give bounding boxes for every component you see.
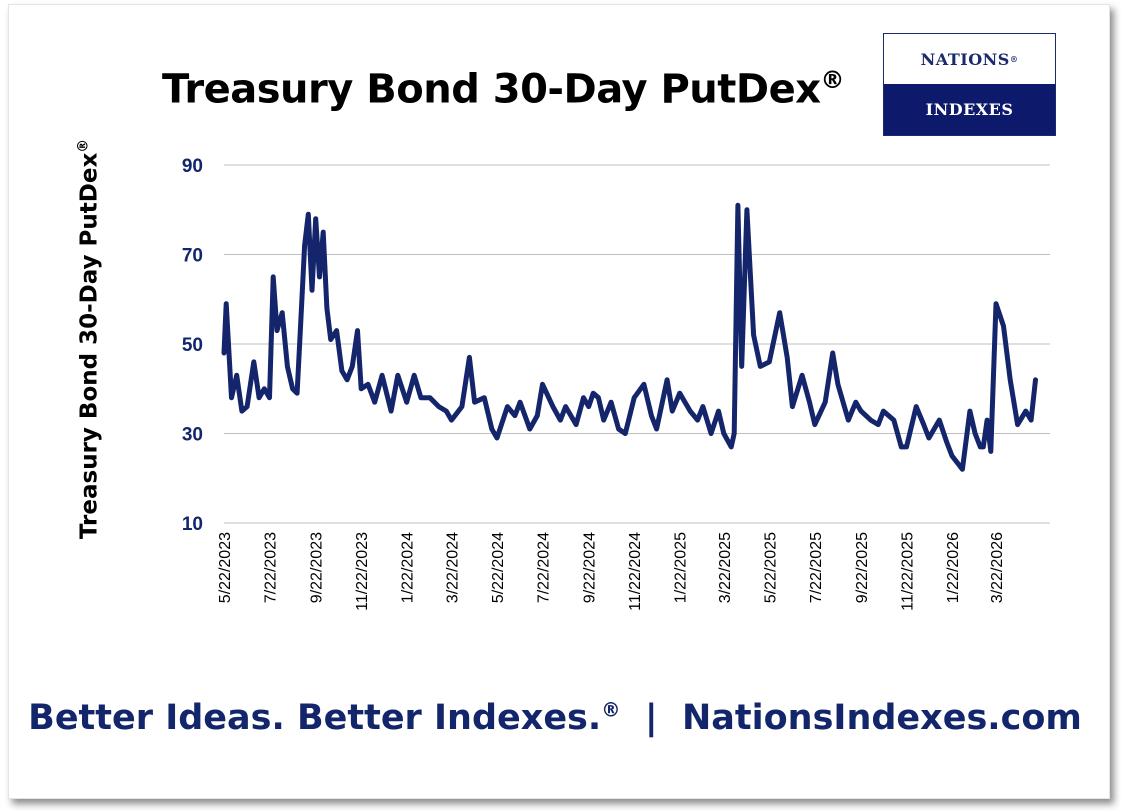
x-tick-label: 11/22/2024 (627, 532, 644, 611)
line-chart: 10 30 50 70 90 5/22/2023 7/22/2023 9/22/2023 11… (182, 156, 1050, 611)
y-tick-label: 90 (182, 156, 203, 177)
x-tick-label: 5/22/2024 (490, 532, 507, 603)
nations-indexes-logo: NATIONS ® INDEXES (883, 33, 1056, 136)
x-tick-label: 7/22/2023 (263, 532, 280, 603)
logo-mark: ® (1009, 54, 1019, 64)
footer-tagline: Better Ideas. Better Indexes.® | Nations… (0, 698, 1110, 738)
y-tick-labels: 10 30 50 70 90 (182, 156, 203, 535)
x-tick-labels: 5/22/2023 7/22/2023 9/22/2023 11/22/2023 1/2… (217, 532, 1006, 611)
tagline-separator: | (644, 698, 658, 738)
tagline-mark: ® (601, 698, 621, 722)
x-tick-label: 9/22/2024 (582, 532, 599, 603)
x-tick-label: 3/22/2026 (989, 532, 1006, 603)
chart-card (8, 4, 1110, 799)
x-tick-label: 1/22/2025 (673, 532, 690, 603)
y-tick-label: 70 (182, 246, 203, 267)
x-tick-label: 3/22/2024 (445, 532, 462, 603)
x-tick-label: 1/22/2024 (400, 532, 417, 603)
series-layer (221, 202, 1038, 472)
x-tick-label: 5/22/2023 (217, 532, 234, 603)
x-tick-label: 5/22/2025 (762, 532, 779, 603)
chart-title: Treasury Bond 30-Day PutDex® (162, 66, 845, 113)
y-tick-label: 50 (182, 335, 203, 356)
logo-top-band: NATIONS ® (884, 34, 1055, 84)
x-tick-label: 7/22/2024 (536, 532, 553, 603)
series-line (221, 202, 1038, 472)
x-tick-label: 3/22/2025 (717, 532, 734, 603)
logo-bottom-band: INDEXES (884, 84, 1055, 135)
tagline-ideas: Better Ideas. Better Indexes. (28, 698, 602, 738)
tagline-website: NationsIndexes.com (681, 698, 1082, 738)
y-tick-label: 10 (182, 514, 203, 535)
x-tick-label: 11/22/2023 (354, 532, 371, 611)
x-tick-label: 7/22/2025 (808, 532, 825, 603)
x-tick-label: 1/22/2026 (945, 532, 962, 603)
x-tick-label: 9/22/2025 (854, 532, 871, 603)
x-tick-label: 9/22/2023 (309, 532, 326, 603)
logo-top-text: NATIONS (920, 49, 1010, 69)
gridlines (224, 164, 1050, 524)
y-tick-label: 30 (182, 425, 203, 446)
logo-bottom-text: INDEXES (925, 100, 1014, 119)
x-tick-label: 11/22/2025 (900, 532, 917, 611)
